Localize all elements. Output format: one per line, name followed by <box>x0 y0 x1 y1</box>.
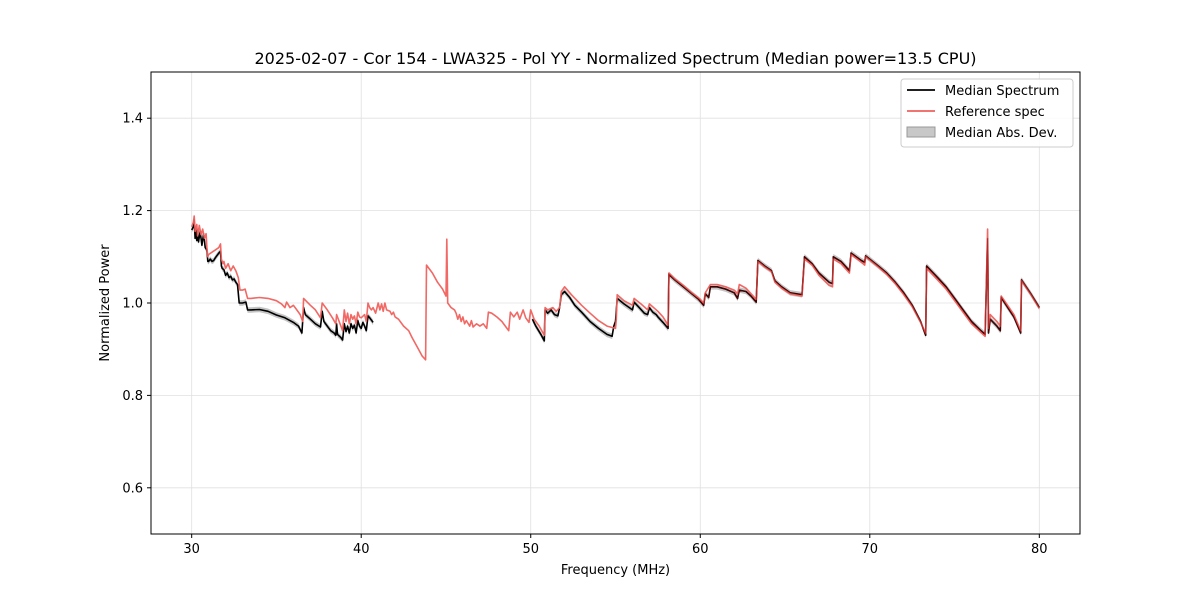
chart-title: 2025-02-07 - Cor 154 - LWA325 - Pol YY -… <box>254 49 976 68</box>
x-tick-label: 50 <box>522 542 539 557</box>
x-tick-label: 80 <box>1031 542 1048 557</box>
y-tick-label: 1.4 <box>122 112 143 127</box>
plot-area <box>190 215 1040 361</box>
x-tick-label: 30 <box>183 542 200 557</box>
legend: Median Spectrum Reference spec Median Ab… <box>900 78 1074 148</box>
x-axis-label: Frequency (MHz) <box>561 563 670 578</box>
y-axis-label: Normalized Power <box>98 244 113 362</box>
reference-spectrum-line <box>190 215 1040 361</box>
legend-median-label: Median Spectrum <box>945 84 1059 99</box>
x-tick-label: 70 <box>862 542 879 557</box>
median-spectrum-line <box>190 219 374 341</box>
legend-mad-swatch <box>906 126 936 138</box>
y-tick-label: 1.0 <box>122 297 143 312</box>
legend-box <box>900 78 1074 148</box>
legend-mad-label: Median Abs. Dev. <box>945 126 1057 141</box>
axis-ticks: 30 40 50 60 70 80 0.6 0.8 1.0 1.2 1.4 <box>122 112 1047 557</box>
x-tick-label: 60 <box>692 542 709 557</box>
x-tick-label: 40 <box>353 542 370 557</box>
y-tick-label: 0.6 <box>122 481 143 496</box>
y-tick-label: 0.8 <box>122 389 143 404</box>
legend-reference-label: Reference spec <box>945 105 1045 120</box>
overlap-line <box>667 238 1040 336</box>
y-tick-label: 1.2 <box>122 204 143 219</box>
